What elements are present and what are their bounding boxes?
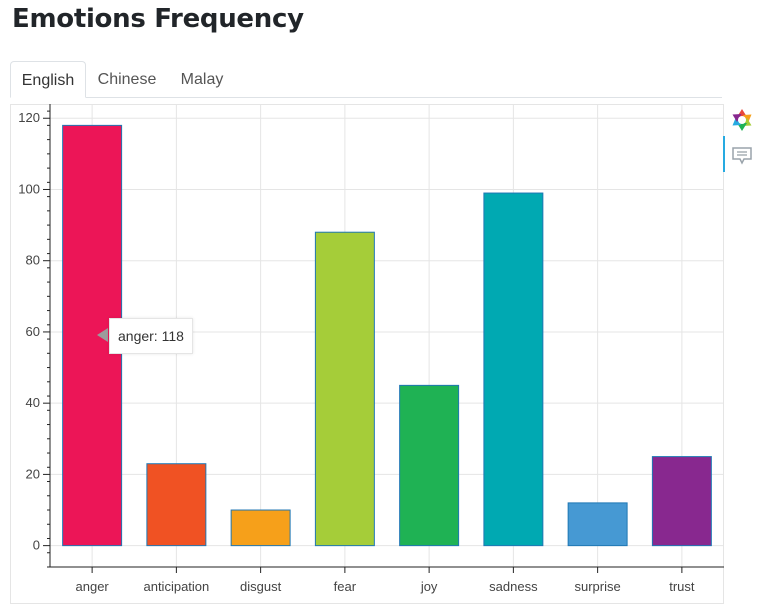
plot-toolbar <box>723 104 760 194</box>
active-tool-indicator <box>723 136 725 172</box>
x-tick-label-joy: joy <box>420 579 438 594</box>
x-tick-label-trust: trust <box>669 579 695 594</box>
x-tick-label-anger: anger <box>76 579 110 594</box>
y-tick-label-6: 120 <box>18 110 40 125</box>
y-tick-label-4: 80 <box>26 253 40 268</box>
x-tick-label-surprise: surprise <box>575 579 621 594</box>
tab-malay[interactable]: Malay <box>180 71 224 88</box>
hover-tooltip: anger: 118 <box>109 318 193 354</box>
bar-fear[interactable] <box>314 231 375 547</box>
y-tick-label-2: 40 <box>26 395 40 410</box>
page-title: Emotions Frequency <box>12 4 304 34</box>
x-tick-label-sadness: sadness <box>489 579 538 594</box>
x-tick-label-anticipation: anticipation <box>143 579 209 594</box>
x-tick-label-fear: fear <box>334 579 357 594</box>
bar-joy[interactable] <box>399 384 460 547</box>
y-tick-label-5: 100 <box>18 181 40 196</box>
bar-surprise[interactable] <box>567 502 628 547</box>
bar-sadness[interactable] <box>483 192 544 547</box>
x-tick-label-disgust: disgust <box>240 579 282 594</box>
bokeh-logo-icon[interactable] <box>728 106 756 134</box>
plot-border <box>10 104 724 604</box>
y-tick-label-1: 20 <box>26 466 40 481</box>
hover-tooltip-icon[interactable] <box>728 142 756 170</box>
bar-anticipation[interactable] <box>146 463 207 547</box>
tab-chinese[interactable]: Chinese <box>97 71 157 88</box>
y-tick-label-3: 60 <box>26 324 40 339</box>
bar-chart[interactable]: 0 20 40 60 80 100 120 anger anticipation disgust f… <box>10 104 724 604</box>
y-tick-label-0: 0 <box>33 538 40 553</box>
tab-english[interactable]: English <box>10 61 86 98</box>
bar-disgust[interactable] <box>230 509 291 547</box>
plot-area[interactable]: 0 20 40 60 80 100 120 anger anticipation disgust f… <box>10 104 724 604</box>
bar-trust[interactable] <box>651 456 712 547</box>
tooltip-arrow <box>97 328 108 342</box>
tab-bar: English Chinese Malay <box>10 61 722 98</box>
